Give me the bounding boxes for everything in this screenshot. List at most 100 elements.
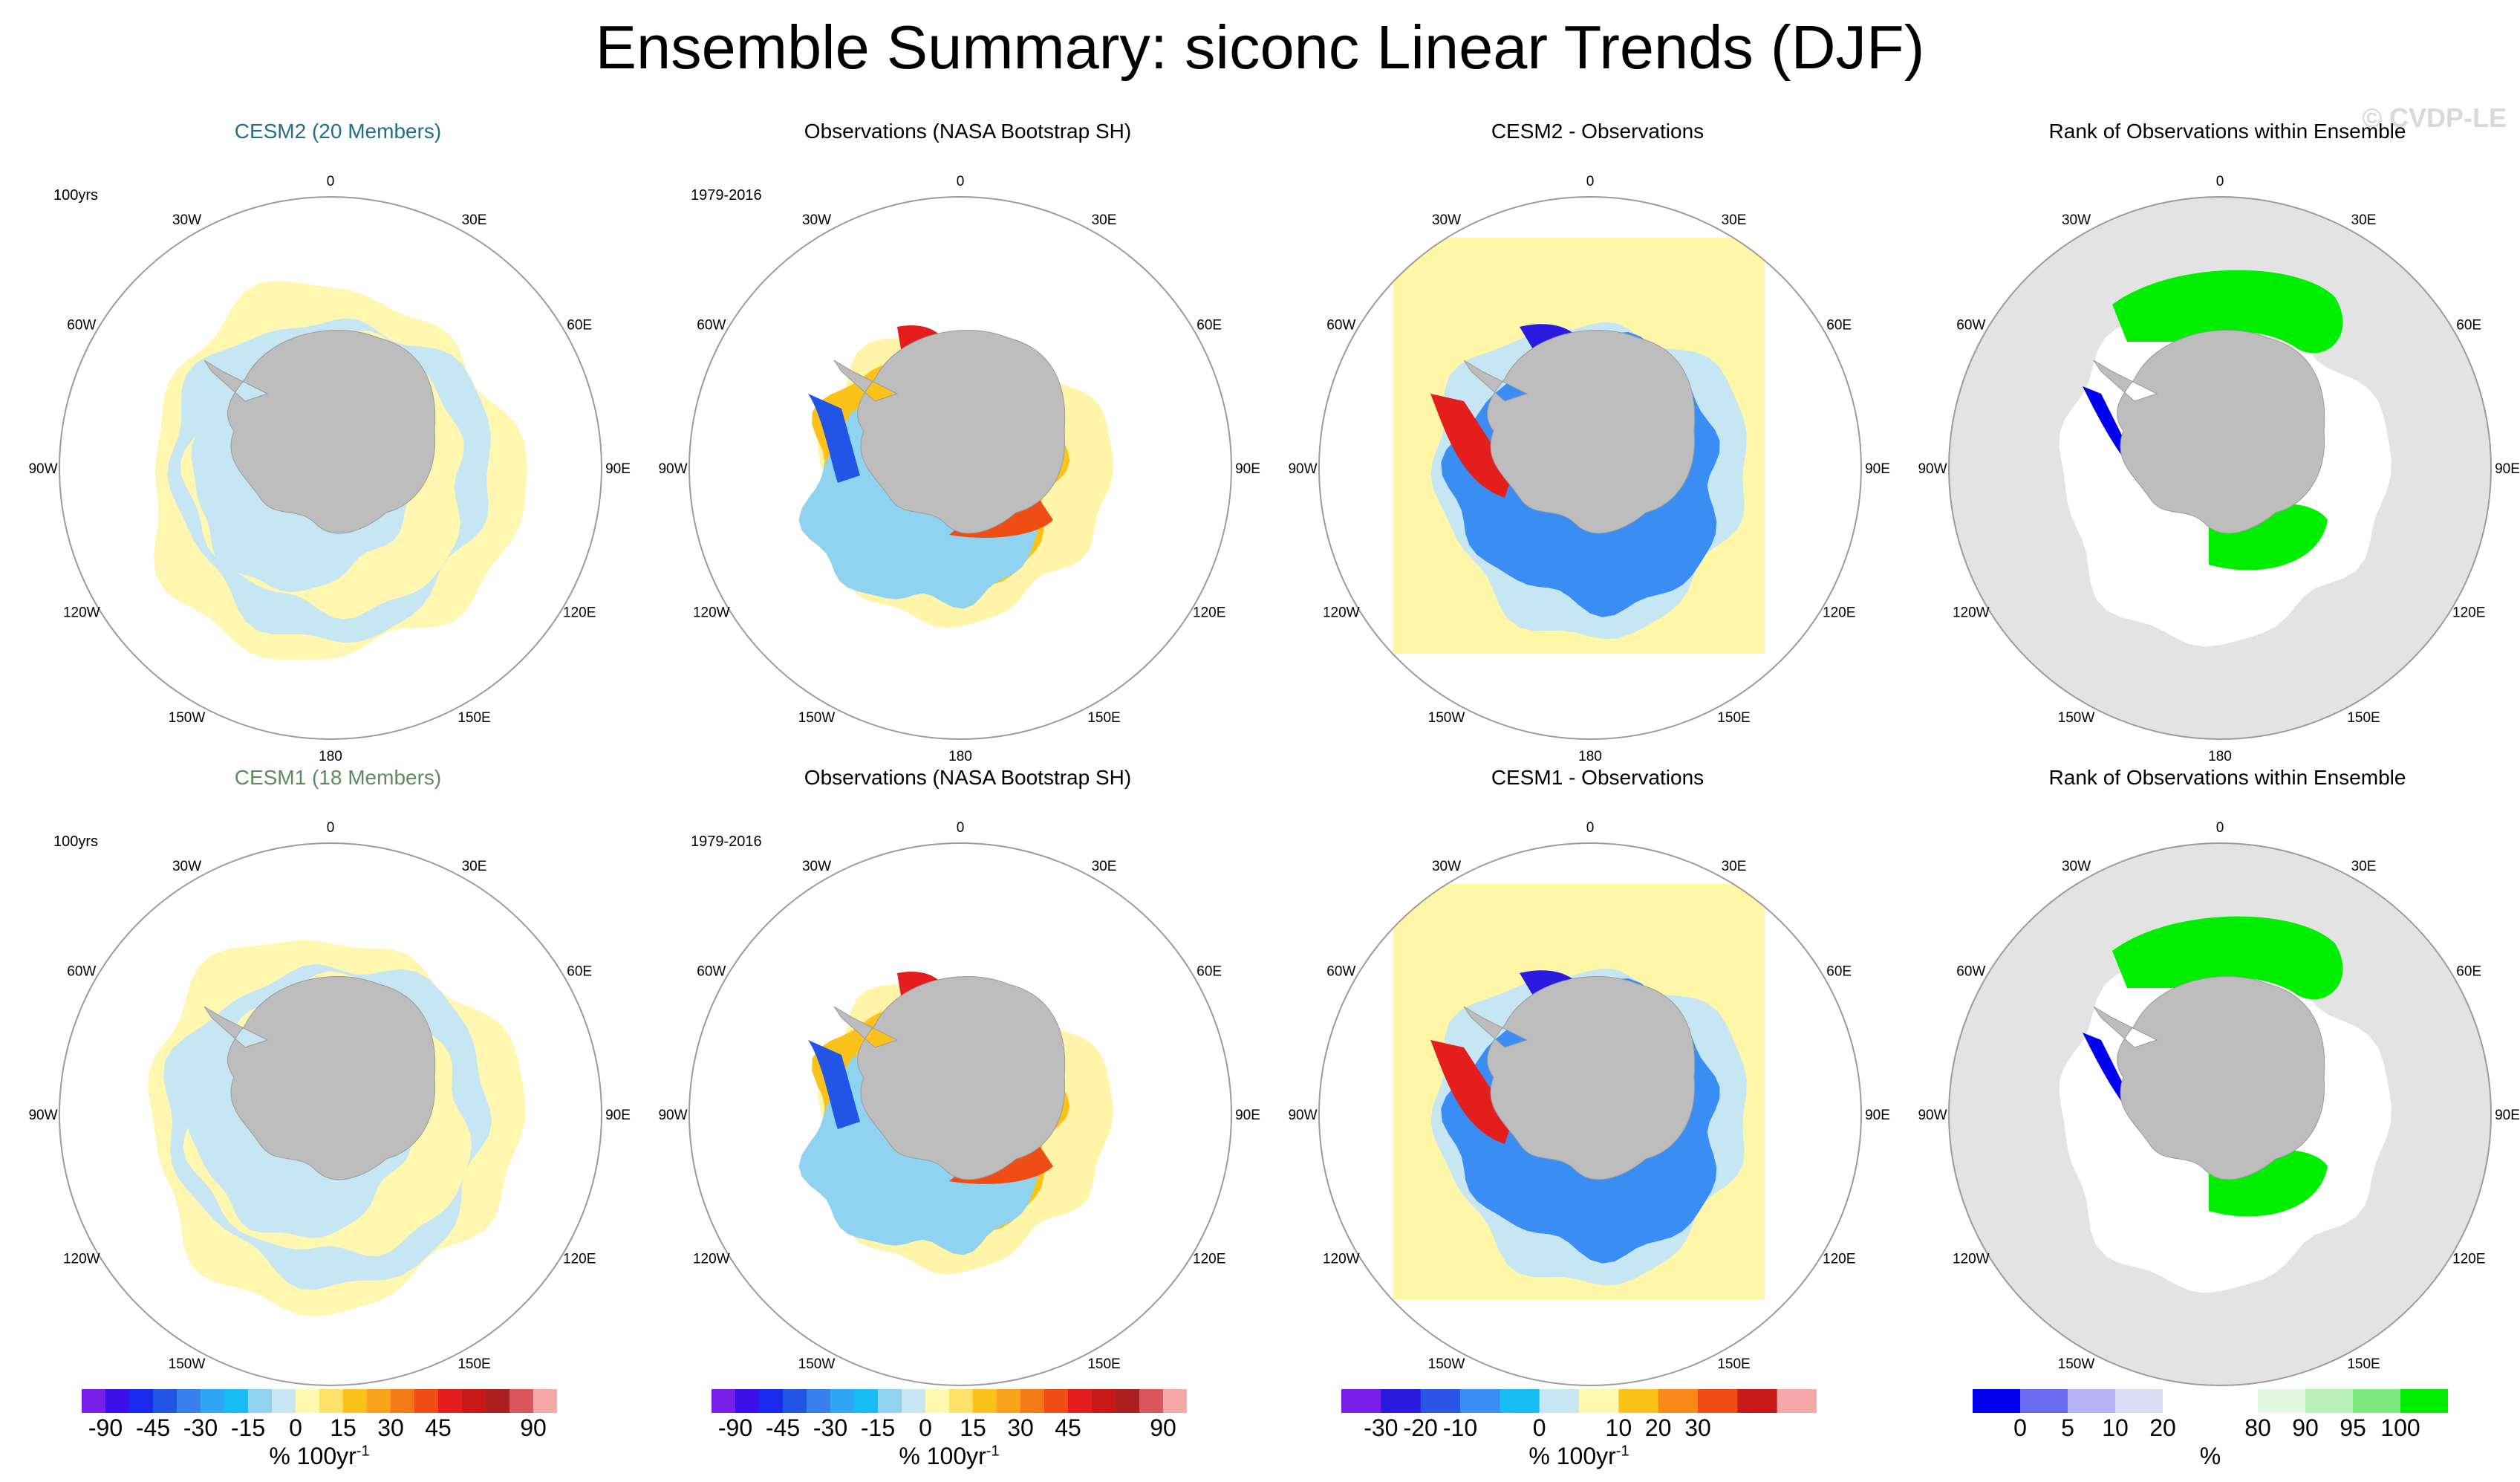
colorbar-tick-label: 30 <box>1684 1414 1711 1441</box>
colorbar-tick-label: -45 <box>135 1414 171 1441</box>
colorbar-swatch <box>1420 1389 1461 1413</box>
longitude-label: 150E <box>1087 1356 1120 1372</box>
trend-period-label: 100yrs <box>53 833 99 850</box>
unit-exponent: -1 <box>1615 1443 1629 1460</box>
colorbar-swatch <box>1618 1389 1659 1413</box>
colorbar-swatch <box>949 1389 974 1413</box>
longitude-label: 150W <box>1428 710 1465 726</box>
tasmania-land <box>1142 1359 1164 1382</box>
longitude-label: 30W <box>172 859 201 874</box>
longitude-label: 90W <box>28 1108 57 1123</box>
longitude-label: 120E <box>1193 605 1225 621</box>
longitude-label: 60E <box>2456 318 2481 334</box>
colorbar-swatch <box>1777 1389 1817 1413</box>
colorbar-swatch <box>925 1389 950 1413</box>
colorbar-swatch <box>1698 1389 1738 1413</box>
colorbar: -30 -20 -10 0 10 20 30% 100yr-1 <box>1341 1389 1817 1478</box>
high-rank-region <box>2112 270 2343 354</box>
longitude-label: 90W <box>28 461 57 477</box>
colorbar-swatch <box>2353 1389 2401 1413</box>
colorbar-tick-label: 90 <box>520 1414 547 1441</box>
panel-title: Observations (NASA Bootstrap SH) <box>804 120 1132 143</box>
antarctica-landmass <box>2093 976 2325 1180</box>
colorbar-tick-label: 15 <box>330 1414 356 1441</box>
colorbar-swatches <box>1341 1389 1817 1413</box>
longitude-label: 90E <box>2495 461 2520 477</box>
longitude-label: 120E <box>2452 1252 2485 1267</box>
colorbar-swatch <box>807 1389 831 1413</box>
map-boundary <box>59 842 602 1386</box>
map-boundary <box>59 196 602 740</box>
longitude-label: 30W <box>802 212 831 228</box>
strong-negative-trend-region <box>808 394 860 483</box>
longitude-label: 150W <box>169 1356 206 1372</box>
colorbar: -90 -45 -30 -15 0 15 30 45 90% 100yr-1 <box>712 1389 1187 1478</box>
colorbar-tick-label: -15 <box>230 1414 266 1441</box>
high-rank-region <box>2112 916 2343 1000</box>
colorbar-tick-label: 90 <box>2292 1414 2319 1441</box>
colorbar-swatch <box>2115 1389 2164 1413</box>
longitude-label: 0 <box>2216 174 2224 189</box>
watermark: © CVDP-LE <box>2362 103 2507 133</box>
colorbar-swatch <box>1116 1389 1140 1413</box>
antarctica-landmass <box>1463 330 1696 534</box>
tasmania-land <box>1771 712 1794 736</box>
positive-difference-region <box>1430 394 1512 498</box>
colorbar-tick-label: 45 <box>1055 1414 1081 1441</box>
longitude-label: 120E <box>563 1252 596 1267</box>
longitude-label: 60E <box>567 318 592 334</box>
longitude-label: 60W <box>1956 964 1985 980</box>
colorbar-tick-label: -30 <box>1364 1414 1399 1441</box>
colorbar-swatch <box>177 1389 201 1413</box>
colorbar-swatch <box>1020 1389 1045 1413</box>
longitude-label: 150E <box>2347 710 2380 726</box>
colorbar-swatch <box>343 1389 368 1413</box>
map-panel: Rank of Observations within Ensemble 0 30E… <box>1912 765 2520 1419</box>
longitude-label: 180 <box>2208 749 2232 764</box>
strong-negative-trend-region <box>808 1040 860 1129</box>
longitude-label: 150E <box>2347 1356 2380 1372</box>
longitude-label: 0 <box>957 174 965 189</box>
longitude-label: 60E <box>1196 318 1222 334</box>
longitude-label: 120W <box>1953 605 1990 621</box>
longitude-label: 30W <box>1432 212 1461 228</box>
map-panel: Observations (NASA Bootstrap SH) 1979-201… <box>652 119 1283 773</box>
longitude-label: 90W <box>1288 1108 1317 1123</box>
longitude-label: 120E <box>563 605 596 621</box>
longitude-label: 60W <box>697 964 726 980</box>
colorbar-swatch <box>201 1389 225 1413</box>
colorbar-unit-label: % 100yr-1 <box>712 1443 1187 1470</box>
panel-title: Rank of Observations within Ensemble <box>2048 766 2406 789</box>
colorbar-tick-label: 10 <box>2102 1414 2129 1441</box>
colorbar-swatch <box>759 1389 784 1413</box>
colorbar: 0 5 10 20 80 90 95 100% <box>1973 1389 2448 1478</box>
colorbar-swatch <box>391 1389 415 1413</box>
colorbar-swatch <box>248 1389 273 1413</box>
longitude-label: 60E <box>2456 964 2481 980</box>
colorbar-swatch <box>1500 1389 1540 1413</box>
colorbar-swatch <box>1539 1389 1580 1413</box>
colorbar-swatch <box>735 1389 760 1413</box>
longitude-label: 30E <box>1092 212 1117 228</box>
antarctica-landmass <box>833 976 1066 1180</box>
longitude-label: 0 <box>1586 174 1595 189</box>
colorbar-tick-label: 0 <box>1532 1414 1546 1441</box>
panel-title: CESM1 (18 Members) <box>234 766 442 789</box>
antarctica-landmass <box>204 330 436 534</box>
colorbar-swatch <box>438 1389 463 1413</box>
unit-text: % <box>2199 1443 2221 1469</box>
longitude-label: 150W <box>798 1356 836 1372</box>
page-title: Ensemble Summary: siconc Linear Trends (… <box>595 13 1925 82</box>
longitude-label: 30W <box>2062 859 2091 874</box>
unit-text: % 100yr <box>269 1443 356 1469</box>
longitude-label: 180 <box>1578 749 1602 764</box>
longitude-label: 60W <box>697 318 726 334</box>
antarctica-landmass <box>2093 330 2325 534</box>
colorbar-swatch <box>1163 1389 1187 1413</box>
colorbar-unit-label: % 100yr-1 <box>82 1443 557 1470</box>
colorbar-swatch <box>414 1389 439 1413</box>
colorbar-tick-label: 45 <box>425 1414 452 1441</box>
colorbar-swatches <box>82 1389 557 1413</box>
unit-exponent: -1 <box>986 1443 1000 1460</box>
